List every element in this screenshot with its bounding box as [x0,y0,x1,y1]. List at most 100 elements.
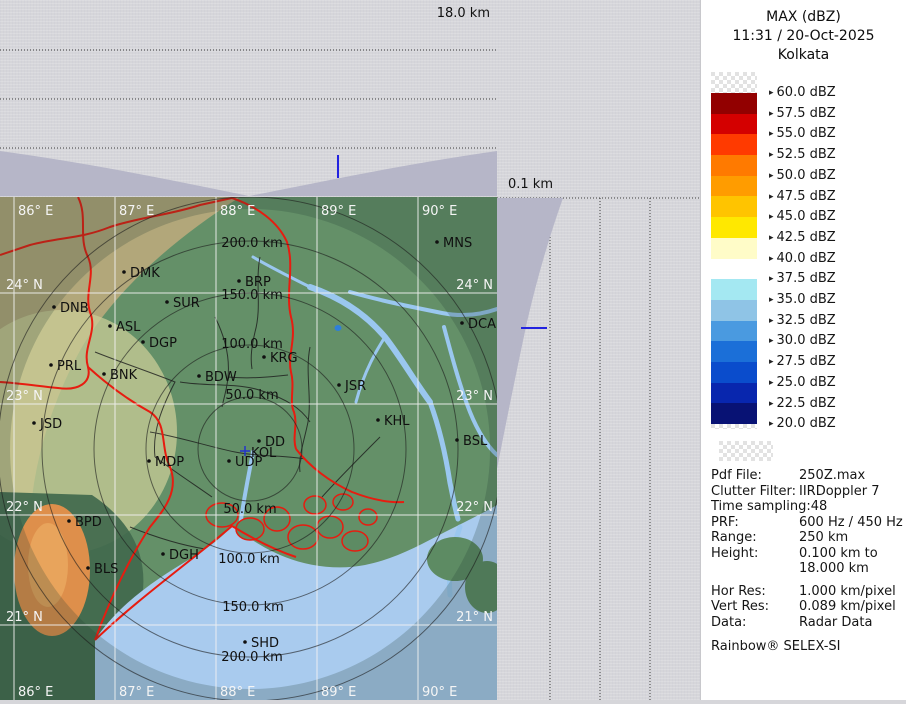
checker-sample [719,441,773,461]
station-label-brp: BRP [245,275,271,290]
lat-label: 23° N [456,389,493,404]
info-label: PRF: [711,514,739,530]
station-label-bsl: BSL [463,434,488,449]
station-dot [376,418,380,422]
station-label-jsr: JSR [344,379,366,394]
station-dot [122,270,126,274]
radar-station-name: Kolkata [777,47,830,63]
legend-panel: MAX (dBZ) 11:31 / 20-Oct-2025 Kolkata ▸ 6… [700,0,906,700]
scale-label: ▸ 60.0 dBZ [769,85,836,100]
scale-swatch [711,196,757,218]
scale-swatch [711,299,757,321]
product-info: Pdf File: 250Z.max Clutter Filter: IIRDoppl… [711,441,903,654]
station-label-bpd: BPD [75,515,102,530]
lon-label: 88° E [220,685,255,700]
vertical-projection-right-panel [497,197,700,700]
district-boundaries [94,256,381,550]
scale-label: ▸ 22.5 dBZ [769,395,836,411]
info-label: Pdf File: [711,468,762,483]
station-label-udp: UDP [235,455,263,470]
lon-label: 88° E [220,204,255,219]
no-data-wedge [0,151,249,196]
info-row: Data: Radar Data [711,615,901,631]
lat-label: 23° N [6,389,43,404]
scale-label: ▸ 57.5 dBZ [769,105,836,121]
scale-swatch [711,72,757,93]
scale-label: ▸ 20.0 dBZ [769,416,836,432]
info-row: Hor Res: 1.000 km/pixel [711,584,901,600]
sea [95,505,497,700]
no-data-wedge [249,151,497,196]
station-dot [337,383,341,387]
info-row: 18.000 km [711,561,901,577]
info-row: Range: 250 km [711,530,901,546]
lat-label: 24° N [456,278,493,293]
lon-label: 90° E [422,204,457,219]
scale-label: ▸ 32.5 dBZ [769,312,836,328]
station-dot [165,300,169,304]
min-height-label: 0.1 km [508,177,553,192]
scale-tick-icon: ▸ [769,212,774,223]
range-ring-label: 100.0 km [221,337,283,352]
radar-workarea: 18.0 km 0.1 km [0,0,700,702]
radar-map-graphic: 200.0 km 150.0 km 100.0 km 50.0 km 50.0 km 10… [0,196,509,702]
top-projection-graphic [0,49,497,196]
scale-swatch [711,93,757,114]
vertical-projection-top-panel [0,0,497,197]
product-datetime: 11:31 / 20-Oct-2025 [732,28,875,44]
lat-label: 22° N [6,500,43,515]
lat-label: 21° N [6,610,43,625]
latlon-grid [0,197,497,700]
station-dot [108,324,112,328]
scale-tick-icon: ▸ [769,315,774,326]
lon-label: 87° E [119,685,154,700]
scale-swatch [711,424,757,429]
max-height-label: 18.0 km [436,6,490,21]
scale-swatch [711,217,757,238]
scale-tick-icon: ▸ [769,88,774,98]
scale-tick-icon: ▸ [769,232,774,243]
station-label-shd: SHD [251,636,279,651]
info-row: Height: 0.100 km to [711,546,901,562]
range-ring-label: 50.0 km [225,388,278,403]
scale-label: ▸ 25.0 dBZ [769,374,836,390]
scale-label: ▸ 35.0 dBZ [769,292,836,307]
scale-swatch [711,279,757,300]
scale-tick-icon: ▸ [769,170,774,181]
station-dot [161,552,165,556]
info-row: PRF: 600 Hz / 450 Hz [711,514,903,531]
scale-tick-icon: ▸ [769,129,774,140]
info-label: Clutter Filter: [711,483,796,499]
station-dot [435,240,439,244]
station-dot [32,421,36,425]
terrain-plain [0,310,177,554]
info-value: 250 km [799,530,849,545]
scale-label: ▸ 47.5 dBZ [769,188,836,204]
lon-label: 86° E [18,685,53,700]
scale-label: ▸ 42.5 dBZ [769,229,836,245]
station-label-bls: BLS [94,562,118,577]
radar-echo [334,325,342,331]
station-dot [86,566,90,570]
scale-tick-icon: ▸ [769,336,774,347]
station-label-dnb: DNB [60,301,89,316]
ring-label-layer: 200.0 km 150.0 km 100.0 km 50.0 km 50.0 km 10… [218,236,284,665]
scale-tick-icon: ▸ [769,253,774,264]
lon-label: 86° E [18,204,53,219]
lon-label: 90° E [422,685,457,700]
scale-swatch [711,258,757,280]
scale-swatch [711,113,757,135]
info-row: Vert Res: 0.089 km/pixel [711,599,901,615]
info-value: 0.100 km to [799,545,878,561]
scale-swatch [711,155,757,176]
range-ring-label: 150.0 km [221,288,283,303]
scale-swatch [711,175,757,197]
info-value: 18.000 km [799,561,869,576]
station-label-mdp: MDP [155,455,184,470]
grid-label-layer: 86° E 86° E 87° E 87° E 88° E 88° E 89° E 89° E… [6,204,493,700]
info-value: 1.000 km/pixel [799,583,896,599]
no-data-wedge [497,198,563,469]
station-label-dmk: DMK [130,266,160,281]
info-row: Pdf File: 250Z.max [711,468,901,484]
